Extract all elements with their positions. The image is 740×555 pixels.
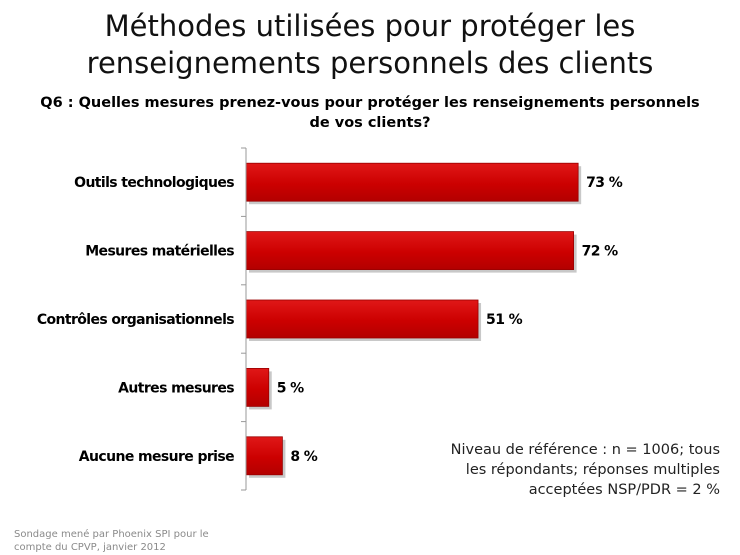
base-note: Niveau de référence : n = 1006; tous les… — [450, 442, 720, 498]
value-label: 72 % — [582, 244, 619, 260]
value-label: 8 % — [290, 449, 317, 465]
bar — [245, 162, 579, 202]
category-label: Aucune mesure prise — [79, 449, 234, 465]
bar — [245, 436, 283, 476]
value-label: 73 % — [586, 175, 623, 191]
category-label: Outils technologiques — [74, 175, 234, 191]
value-label: 51 % — [486, 312, 523, 328]
category-label: Mesures matérielles — [85, 244, 234, 260]
category-label: Contrôles organisationnels — [37, 312, 234, 328]
category-label: Autres mesures — [118, 380, 234, 396]
bar — [245, 231, 575, 271]
chart-title: Méthodes utilisées pour protéger les ren… — [86, 9, 654, 80]
source-note: Sondage mené par Phoenix SPI pour le com… — [14, 529, 209, 553]
bar — [245, 367, 270, 407]
chart-subtitle: Q6 : Quelles mesures prenez-vous pour pr… — [40, 95, 700, 131]
value-label: 5 % — [277, 380, 304, 396]
bar — [245, 299, 479, 339]
